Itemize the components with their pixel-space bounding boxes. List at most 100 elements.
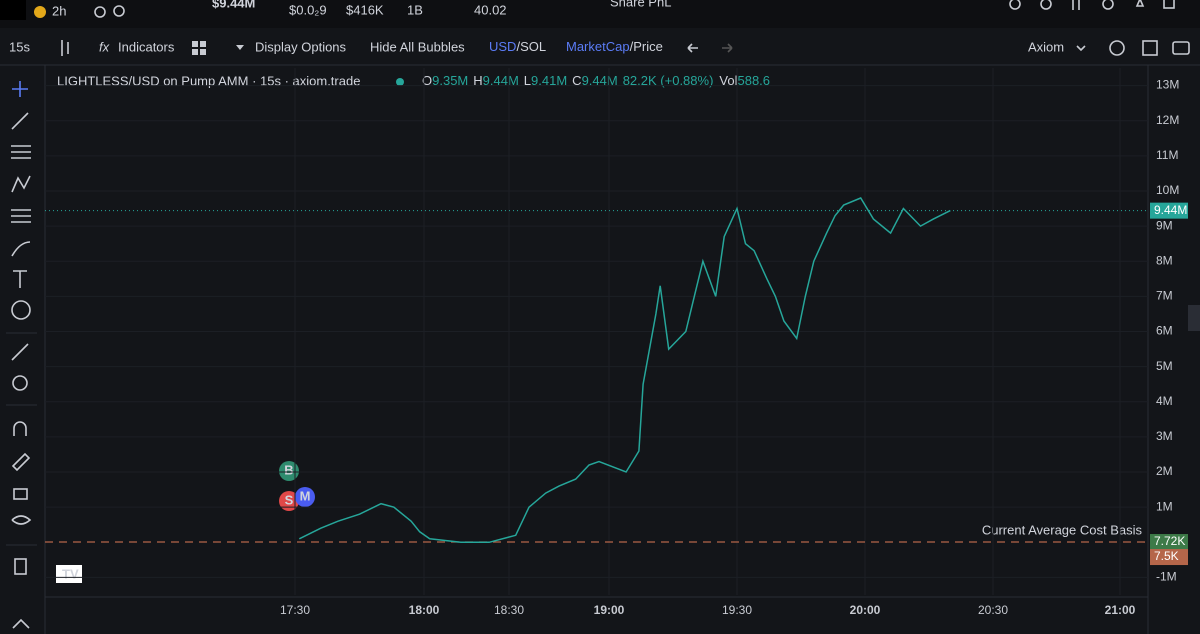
o-label: O — [422, 73, 432, 88]
display-options[interactable]: Display Options — [255, 39, 347, 54]
price: $0.0₂9 — [289, 2, 327, 17]
measure-tool[interactable] — [11, 343, 29, 361]
redo[interactable] — [722, 43, 733, 53]
y-tick-label: -1M — [1156, 570, 1177, 584]
star-icon[interactable] — [1135, 0, 1145, 7]
y-tick-label: 6M — [1156, 324, 1173, 338]
currency-toggle[interactable]: USD/SOL — [489, 39, 546, 54]
price-badge-label: 7.5K — [1154, 549, 1179, 563]
market-cap-line — [298, 197, 951, 544]
x-tick-label: 19:00 — [594, 603, 625, 617]
sell-marker-label: S — [285, 492, 294, 507]
y-tick-label: 4M — [1156, 394, 1173, 408]
search-icon[interactable] — [113, 5, 125, 17]
fib-tool[interactable] — [11, 145, 31, 159]
delete-tool[interactable] — [14, 558, 27, 575]
hide-bubbles[interactable]: Hide All Bubbles — [370, 39, 465, 54]
source-select[interactable]: Axiom — [1028, 39, 1064, 54]
x-tick-label: 19:30 — [722, 603, 752, 617]
magnet-tool[interactable] — [13, 421, 27, 436]
chart-settings[interactable] — [1109, 40, 1125, 56]
token-avatar — [0, 0, 26, 20]
y-tick-label: 8M — [1156, 253, 1173, 267]
fx-icon[interactable]: fx — [99, 39, 110, 54]
vol-label: Vol — [719, 73, 737, 88]
y-tick-label: 5M — [1156, 359, 1173, 373]
h-value: 9.44M — [483, 73, 519, 88]
x-tick-label: 18:00 — [409, 603, 440, 617]
usd[interactable]: USD — [489, 39, 516, 54]
price-badge — [1150, 202, 1188, 219]
market-cap-toggle[interactable]: MarketCap — [566, 39, 630, 54]
top-bar — [0, 0, 1200, 28]
lock-draw-tool[interactable] — [11, 452, 31, 472]
user-icon[interactable] — [94, 6, 106, 18]
text-tool[interactable] — [13, 270, 27, 288]
vol-value: 588.6 — [737, 73, 770, 88]
drawing-tools — [11, 81, 32, 629]
l-label: L — [524, 73, 531, 88]
alert-icon[interactable] — [1040, 0, 1052, 10]
hide-tool[interactable] — [11, 515, 32, 525]
plot: 13M 12M 11M 10M 9M 8M 7M 6M 5M 4M 3M 2M 1M -1M 17:30 18… — [45, 68, 1188, 617]
layouts-icon[interactable] — [192, 41, 206, 55]
candles-icon[interactable] — [61, 40, 69, 56]
projection-tool[interactable] — [11, 209, 31, 223]
y-tick-label: 1M — [1156, 499, 1173, 513]
fullscreen[interactable] — [1142, 40, 1158, 56]
sol[interactable]: /SOL — [516, 39, 546, 54]
zoom-tool[interactable] — [12, 375, 28, 391]
top-right-icons — [1009, 0, 1175, 10]
x-tick-label: 17:30 — [280, 603, 310, 617]
sell-marker[interactable] — [279, 491, 299, 511]
o-value: 9.35M — [432, 73, 468, 88]
l-value: 9.41M — [531, 73, 567, 88]
price-toggle[interactable]: /Price — [630, 39, 663, 54]
price-badge-label: 9.44M — [1154, 203, 1187, 217]
brush-tool[interactable] — [11, 241, 31, 257]
emoji-tool[interactable] — [11, 300, 31, 320]
change: 82.2K (+0.88%) — [623, 73, 714, 88]
share-pnl[interactable]: Share PnL — [610, 0, 671, 9]
price-badge-label: 7.72K — [1154, 534, 1185, 548]
migration-marker-label: M — [300, 488, 311, 503]
screenshot[interactable] — [1172, 41, 1190, 55]
status-dot — [396, 78, 404, 86]
source-caret — [1076, 45, 1086, 52]
y-tick-label: 2M — [1156, 464, 1173, 478]
undo[interactable] — [687, 43, 698, 53]
crosshair-tool[interactable] — [12, 81, 28, 97]
price-badge — [1150, 534, 1188, 551]
market-cap: $9.44M — [212, 0, 255, 10]
liquidity: $416K — [346, 2, 384, 17]
lock-tool[interactable] — [13, 488, 28, 500]
buy-marker[interactable] — [279, 461, 299, 481]
sort-icon[interactable] — [1072, 0, 1080, 10]
c-label: C — [572, 73, 581, 88]
buy-marker-label: B — [284, 462, 293, 477]
tv-logo-text: TV — [62, 566, 79, 581]
tv-logo — [56, 565, 82, 583]
x-tick-label: 18:30 — [494, 603, 524, 617]
indicators[interactable]: Indicators — [118, 39, 175, 54]
copy-icon[interactable] — [1163, 0, 1175, 9]
migration-marker[interactable] — [295, 487, 315, 507]
layers-tool[interactable] — [12, 618, 30, 629]
y-tick-label: 3M — [1156, 429, 1173, 443]
trendline-tool[interactable] — [11, 112, 29, 130]
ohlc: O9.35M H9.44M L9.41M C9.44M 82.2K (+0.88%) Vo… — [422, 73, 770, 88]
metric-toggle[interactable]: MarketCap/Price — [566, 39, 663, 54]
settings-icon[interactable] — [1009, 0, 1021, 10]
y-tick-label: 10M — [1156, 183, 1179, 197]
sol-amount: 40.02 — [474, 2, 507, 17]
dropdown-caret — [236, 45, 244, 50]
share-icon[interactable] — [1102, 0, 1114, 10]
side-panel-toggle[interactable] — [1188, 305, 1200, 331]
interval[interactable]: 15s — [9, 39, 30, 54]
y-tick-label: 7M — [1156, 289, 1173, 303]
price-badge — [1150, 549, 1188, 566]
pattern-tool[interactable] — [11, 175, 31, 193]
y-tick-label: 11M — [1156, 148, 1178, 162]
